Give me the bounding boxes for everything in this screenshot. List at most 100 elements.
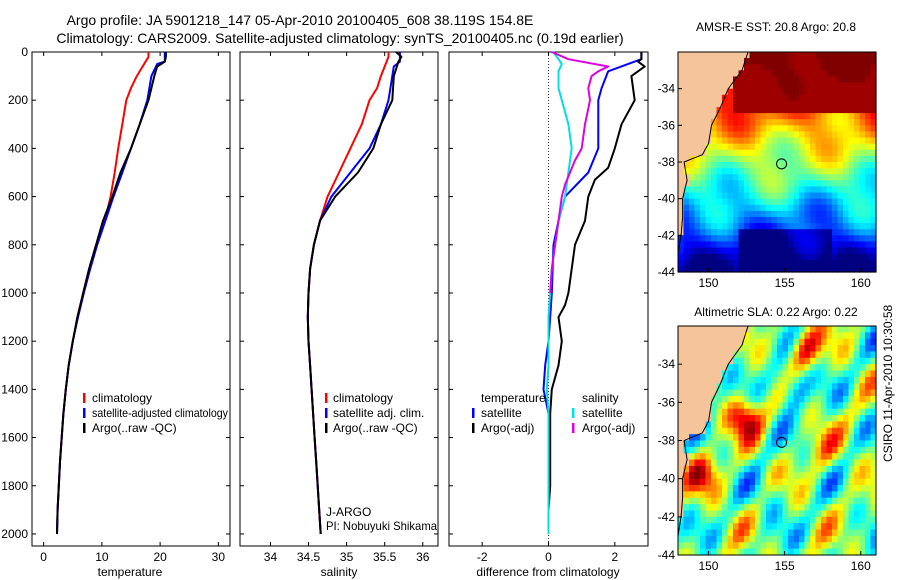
ocean-cell bbox=[859, 415, 866, 423]
ocean-cell bbox=[865, 253, 872, 261]
ocean-cell bbox=[711, 192, 718, 200]
ocean-cell bbox=[799, 247, 806, 255]
ocean-cell bbox=[722, 143, 729, 151]
ocean-cell bbox=[766, 421, 773, 429]
ocean-cell bbox=[777, 485, 784, 492]
ocean-cell bbox=[832, 155, 839, 163]
ocean-cell bbox=[700, 434, 707, 442]
ocean-cell bbox=[843, 149, 850, 157]
ocean-cell bbox=[777, 535, 784, 543]
ocean-cell bbox=[711, 217, 718, 224]
ocean-cell bbox=[771, 459, 778, 467]
land-cell bbox=[678, 370, 685, 378]
ocean-cell bbox=[689, 491, 696, 499]
ocean-cell bbox=[848, 137, 855, 145]
ocean-cell bbox=[760, 472, 767, 480]
ocean-cell bbox=[749, 440, 756, 448]
ocean-cell bbox=[749, 70, 756, 78]
ocean-cell bbox=[727, 137, 734, 145]
ocean-cell bbox=[848, 235, 855, 243]
ocean-cell bbox=[859, 408, 866, 416]
ocean-cell bbox=[804, 229, 811, 236]
ocean-cell bbox=[722, 149, 729, 157]
ocean-cell bbox=[733, 265, 740, 273]
ocean-cell bbox=[749, 119, 756, 126]
ocean-cell bbox=[854, 427, 861, 435]
ocean-cell bbox=[865, 357, 872, 365]
ocean-cell bbox=[821, 137, 828, 145]
ocean-cell bbox=[760, 516, 767, 524]
ocean-cell bbox=[749, 395, 756, 403]
ocean-cell bbox=[815, 58, 822, 65]
ocean-cell bbox=[865, 259, 872, 267]
ocean-cell bbox=[826, 427, 833, 435]
ocean-cell bbox=[777, 265, 784, 273]
ocean-cell bbox=[821, 472, 828, 480]
land-cell bbox=[694, 70, 701, 78]
land-cell bbox=[689, 143, 696, 151]
ocean-cell bbox=[810, 198, 817, 206]
ocean-cell bbox=[859, 459, 866, 467]
ocean-cell bbox=[777, 440, 784, 448]
land-cell bbox=[716, 76, 723, 84]
ocean-cell bbox=[711, 241, 718, 249]
ocean-cell bbox=[744, 253, 751, 261]
land-cell bbox=[694, 376, 701, 384]
ocean-cell bbox=[815, 383, 822, 391]
ocean-cell bbox=[727, 229, 734, 236]
ocean-cell bbox=[837, 210, 844, 218]
ocean-cell bbox=[854, 542, 861, 550]
ocean-cell bbox=[799, 535, 806, 543]
land-cell bbox=[678, 364, 685, 372]
land-cell bbox=[700, 332, 707, 340]
ocean-cell bbox=[865, 459, 872, 467]
ocean-cell bbox=[870, 459, 877, 467]
ocean-cell bbox=[749, 235, 756, 243]
ocean-cell bbox=[821, 131, 828, 139]
ocean-cell bbox=[733, 415, 740, 423]
ocean-cell bbox=[782, 523, 789, 531]
ocean-cell bbox=[826, 229, 833, 236]
ocean-cell bbox=[733, 395, 740, 403]
ocean-cell bbox=[793, 137, 800, 145]
ocean-cell bbox=[810, 434, 817, 442]
ocean-cell bbox=[854, 162, 861, 169]
ocean-cell bbox=[766, 100, 773, 108]
ocean-cell bbox=[854, 88, 861, 96]
ocean-cell bbox=[738, 247, 745, 255]
ocean-cell bbox=[810, 52, 817, 59]
land-cell bbox=[689, 408, 696, 416]
ocean-cell bbox=[848, 58, 855, 65]
ocean-cell bbox=[793, 155, 800, 163]
ocean-cell bbox=[859, 364, 866, 372]
ocean-cell bbox=[694, 229, 701, 236]
land-cell bbox=[705, 383, 712, 391]
ocean-cell bbox=[694, 529, 701, 537]
ocean-cell bbox=[837, 427, 844, 435]
ocean-cell bbox=[777, 186, 784, 194]
ocean-cell bbox=[749, 504, 756, 512]
ocean-cell bbox=[826, 70, 833, 78]
ocean-cell bbox=[705, 440, 712, 448]
ocean-cell bbox=[777, 241, 784, 249]
ocean-cell bbox=[804, 58, 811, 65]
ocean-cell bbox=[700, 168, 707, 175]
ocean-cell bbox=[821, 542, 828, 550]
ocean-cell bbox=[810, 76, 817, 84]
ocean-cell bbox=[870, 143, 877, 151]
land-cell bbox=[694, 113, 701, 120]
ocean-cell bbox=[870, 357, 877, 365]
ocean-cell bbox=[727, 446, 734, 454]
ocean-cell bbox=[837, 119, 844, 126]
ocean-cell bbox=[859, 229, 866, 236]
ocean-cell bbox=[815, 491, 822, 499]
ocean-cell bbox=[832, 510, 839, 518]
ocean-cell bbox=[810, 421, 817, 429]
depth-tick-label: 2000 bbox=[1, 527, 28, 541]
ocean-cell bbox=[766, 113, 773, 120]
ocean-cell bbox=[826, 548, 833, 556]
ocean-cell bbox=[749, 485, 756, 492]
ocean-cell bbox=[799, 82, 806, 90]
land-cell bbox=[678, 351, 685, 359]
ocean-cell bbox=[826, 223, 833, 230]
